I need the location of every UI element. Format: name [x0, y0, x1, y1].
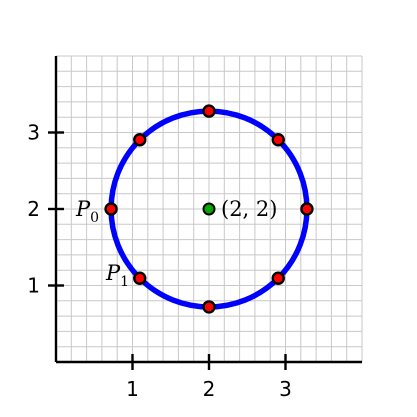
circle-point — [202, 300, 216, 314]
x-tick-label: 1 — [126, 377, 139, 401]
label-p1: P1 — [105, 261, 129, 290]
axis-ticks: 1 2 3 1 2 3 — [27, 121, 292, 402]
y-tick-label: 3 — [27, 121, 40, 145]
circle-point — [271, 133, 285, 147]
y-tick-label: 1 — [27, 274, 40, 298]
label-p0: P0 — [75, 197, 99, 226]
label-p0-main: P — [75, 197, 91, 221]
grid — [56, 55, 363, 362]
y-tick-label: 2 — [27, 197, 40, 221]
circle-point — [202, 104, 216, 118]
center-point — [202, 202, 216, 216]
circle-point — [104, 202, 118, 216]
x-tick-label: 3 — [279, 377, 292, 401]
x-tick-label: 2 — [203, 377, 216, 401]
circle-point — [271, 271, 285, 285]
circle-point — [133, 133, 147, 147]
label-p0-sub: 0 — [90, 210, 99, 226]
circle-points — [104, 104, 314, 314]
circle-point — [133, 271, 147, 285]
label-p1-sub: 1 — [120, 274, 129, 290]
label-center: (2, 2) — [221, 197, 277, 221]
label-p1-main: P — [105, 261, 121, 285]
circle-point — [300, 202, 314, 216]
